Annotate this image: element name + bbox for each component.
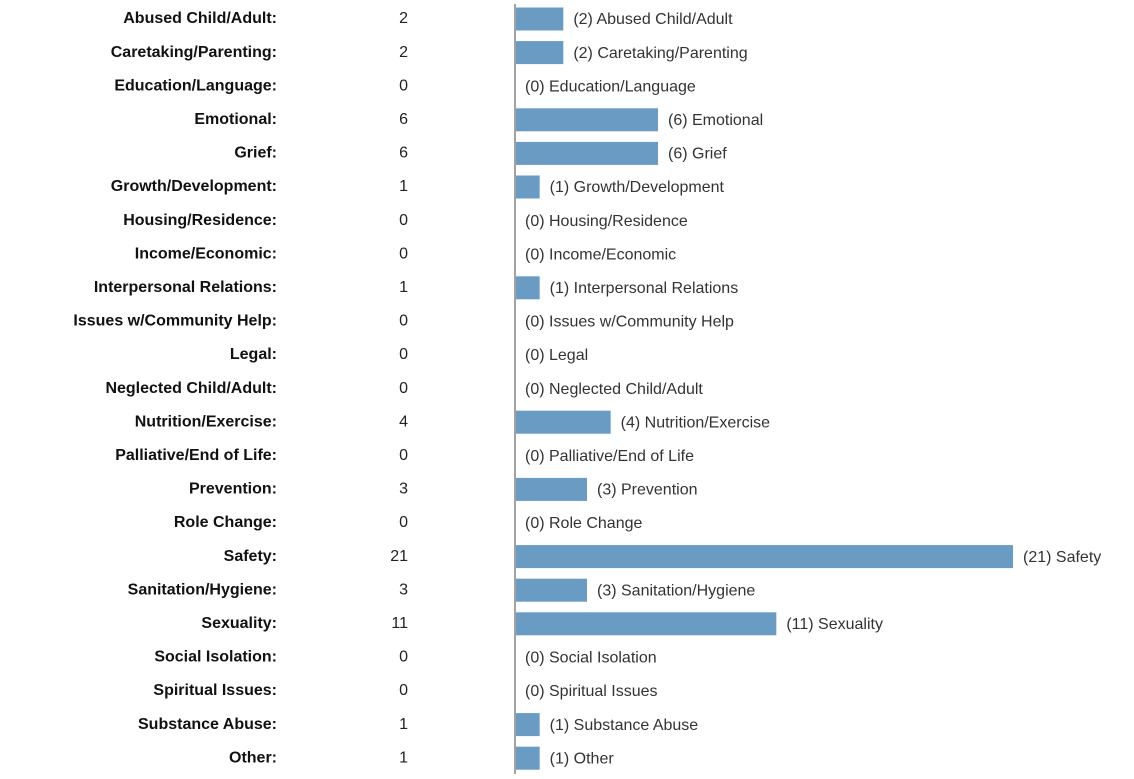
row-label: Nutrition/Exercise: — [135, 413, 277, 430]
bar-label: (0) Spiritual Issues — [525, 683, 658, 700]
row-label: Spiritual Issues: — [153, 682, 277, 699]
bar — [516, 141, 658, 165]
bar — [516, 545, 1013, 569]
row-label: Emotional: — [194, 111, 277, 128]
bar-label: (0) Palliative/End of Life — [525, 448, 694, 465]
row-label: Palliative/End of Life: — [115, 447, 277, 464]
row-label: Education/Language: — [114, 77, 277, 94]
bar-label: (1) Growth/Development — [550, 179, 725, 196]
row-count: 0 — [399, 245, 408, 262]
bar — [516, 175, 540, 199]
bar-label: (2) Caretaking/Parenting — [573, 45, 747, 62]
bar-label: (11) Sexuality — [786, 616, 883, 633]
row-label: Role Change: — [174, 514, 277, 531]
row-count: 21 — [390, 548, 408, 565]
row-label: Housing/Residence: — [123, 212, 277, 229]
row-label: Social Isolation: — [154, 649, 277, 666]
row-count: 0 — [399, 212, 408, 229]
row-count: 1 — [399, 749, 408, 766]
row-label: Income/Economic: — [135, 245, 277, 262]
bar — [516, 410, 611, 434]
row-label: Prevention: — [189, 481, 277, 498]
row-label: Grief: — [234, 145, 277, 162]
row-count: 0 — [399, 447, 408, 464]
bar-label: (0) Role Change — [525, 515, 643, 532]
bar — [516, 41, 564, 65]
row-label: Legal: — [230, 346, 277, 363]
row-count: 0 — [399, 77, 408, 94]
bar-label: (0) Housing/Residence — [525, 213, 688, 230]
row-label: Interpersonal Relations: — [94, 279, 277, 296]
row-count: 6 — [399, 145, 408, 162]
row-label: Sexuality: — [201, 615, 277, 632]
row-label: Growth/Development: — [111, 178, 277, 195]
bar-label: (1) Substance Abuse — [550, 717, 699, 734]
bar — [516, 578, 587, 602]
bar-label: (3) Sanitation/Hygiene — [597, 582, 755, 599]
row-label: Sanitation/Hygiene: — [128, 581, 277, 598]
row-count: 2 — [399, 44, 408, 61]
row-count: 2 — [399, 10, 408, 27]
row-label: Caretaking/Parenting: — [111, 44, 277, 61]
row-label: Substance Abuse: — [138, 716, 277, 733]
row-count: 0 — [399, 514, 408, 531]
row-count: 0 — [399, 380, 408, 397]
bar-label: (1) Interpersonal Relations — [550, 280, 739, 297]
bar-label: (3) Prevention — [597, 482, 698, 499]
row-count: 3 — [399, 581, 408, 598]
bar-label: (6) Grief — [668, 146, 727, 163]
row-label: Neglected Child/Adult: — [105, 380, 277, 397]
row-count: 0 — [399, 346, 408, 363]
row-label: Other: — [229, 749, 277, 766]
row-count: 6 — [399, 111, 408, 128]
bar-label: (0) Legal — [525, 347, 588, 364]
bar-label: (0) Neglected Child/Adult — [525, 381, 703, 398]
bar-label: (0) Social Isolation — [525, 650, 657, 667]
bar-label: (2) Abused Child/Adult — [573, 11, 733, 28]
bar-label: (1) Other — [550, 750, 615, 767]
row-count: 1 — [399, 716, 408, 733]
bar-label: (4) Nutrition/Exercise — [621, 414, 770, 431]
row-label: Issues w/Community Help: — [73, 313, 277, 330]
bar — [516, 7, 564, 31]
row-count: 1 — [399, 279, 408, 296]
bar — [516, 108, 658, 132]
bar-label: (21) Safety — [1023, 549, 1101, 566]
bar-label: (0) Issues w/Community Help — [525, 314, 734, 331]
row-count: 3 — [399, 481, 408, 498]
bar-label: (0) Income/Economic — [525, 246, 676, 263]
row-count: 0 — [399, 649, 408, 666]
bar-label: (0) Education/Language — [525, 78, 696, 95]
row-count: 11 — [391, 615, 408, 632]
row-count: 4 — [399, 413, 408, 430]
bar — [516, 276, 540, 300]
bar — [516, 612, 777, 636]
row-count: 0 — [399, 313, 408, 330]
bar-label: (6) Emotional — [668, 112, 763, 129]
row-label: Abused Child/Adult: — [123, 10, 277, 27]
row-label: Safety: — [224, 548, 277, 565]
row-count: 0 — [399, 682, 408, 699]
bar — [516, 713, 540, 737]
bar — [516, 477, 587, 501]
row-count: 1 — [399, 178, 408, 195]
bar — [516, 746, 540, 770]
